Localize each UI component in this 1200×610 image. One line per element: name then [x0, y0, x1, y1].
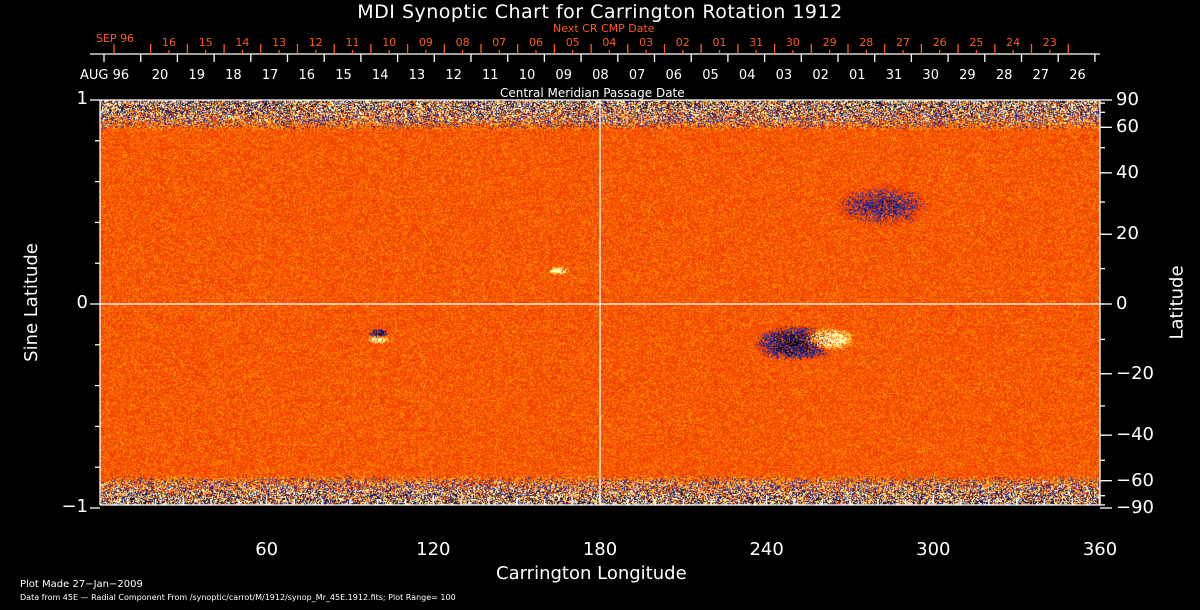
y-right-tick-label: 40	[1116, 161, 1139, 183]
y-right-tick-label: 90	[1116, 89, 1139, 110]
y-left-tick-label: −1	[61, 496, 88, 517]
next-cmp-date-label: 26	[932, 36, 947, 49]
cmp-date-label: 06	[665, 68, 683, 83]
next-cmp-date-label: 10	[382, 36, 397, 49]
y-left-tick-label: 0	[76, 292, 88, 313]
y-right-tick-label: −90	[1116, 497, 1154, 518]
x-tick-label: 180	[582, 539, 618, 560]
next-cmp-date-label: 24	[1006, 36, 1021, 49]
next-cmp-date-label: 09	[418, 36, 433, 49]
cmp-date-label: 31	[885, 68, 903, 83]
cmp-date-label: 12	[445, 68, 462, 83]
x-tick-label: 240	[749, 539, 784, 560]
cmp-date-label: 05	[702, 68, 719, 83]
cmp-date-label: 04	[738, 68, 756, 83]
next-cmp-date-label: 12	[308, 36, 323, 49]
next-cmp-date-label: 03	[639, 36, 654, 49]
data-source: Data from 45E — Radial Component From /s…	[20, 593, 456, 602]
next-cmp-date-label: 28	[859, 36, 874, 49]
y-right-tick-label: 60	[1116, 116, 1139, 138]
y-right-tick-label: 0	[1116, 293, 1128, 314]
next-cmp-date-label: 15	[198, 36, 213, 49]
cmp-date-label: 18	[225, 68, 242, 83]
cmp-axis-label: Central Meridian Passage Date	[500, 86, 685, 100]
next-cmp-date-label: 14	[235, 36, 250, 49]
cmp-date-label: 19	[188, 68, 205, 83]
next-cmp-date-label: 29	[822, 36, 837, 49]
y-left-tick-label: 1	[76, 88, 88, 109]
cmp-date-label: 02	[812, 68, 829, 83]
cmp-date-label: 20	[151, 68, 169, 83]
next-cmp-date-label: 02	[675, 36, 690, 49]
x-axis-title: Carrington Longitude	[496, 563, 687, 584]
next-cmp-date-label: 25	[969, 36, 984, 49]
next-cmp-date-label: 16	[162, 36, 176, 49]
y-right-tick-label: −60	[1116, 469, 1154, 491]
cmp-date-label: 03	[775, 68, 793, 83]
x-tick-label: 360	[1082, 539, 1118, 560]
cmp-date-label: 26	[1069, 68, 1086, 83]
y-axis-right-title: Latitude	[1166, 265, 1188, 340]
next-cmp-date-label: 04	[602, 36, 617, 49]
cmp-month: AUG 96	[80, 68, 130, 83]
next-cmp-date-label: 31	[749, 36, 764, 49]
cmp-date-label: 30	[922, 68, 939, 83]
y-axis-left-title: Sine Latitude	[20, 243, 42, 362]
next-cmp-date-label: 30	[785, 36, 800, 49]
next-cmp-date-label: 08	[455, 36, 470, 49]
next-cmp-date-label: 27	[896, 36, 910, 49]
next-cmp-axis-label: Next CR CMP Date	[553, 22, 655, 35]
next-cmp-date-label: 05	[565, 36, 580, 49]
cmp-date-label: 17	[261, 68, 279, 83]
y-right-tick-label: −20	[1116, 362, 1154, 384]
cmp-date-label: 28	[995, 68, 1013, 83]
cmp-date-label: 09	[555, 68, 572, 83]
cmp-date-label: 11	[482, 68, 499, 83]
y-right-tick-label: 20	[1116, 223, 1139, 245]
chart-title: MDI Synoptic Chart for Carrington Rotati…	[357, 1, 843, 23]
next-cmp-date-label: 23	[1042, 36, 1057, 49]
cmp-date-label: 14	[371, 68, 389, 83]
cmp-date-label: 16	[298, 68, 316, 83]
cmp-date-label: 08	[592, 68, 609, 83]
cmp-date-label: 01	[849, 68, 866, 83]
next-cmp-date-label: 11	[345, 36, 360, 49]
x-tick-label: 300	[916, 539, 951, 560]
plot-made: Plot Made 27−Jan−2009	[20, 579, 143, 590]
cmp-date-label: 27	[1032, 68, 1050, 83]
next-cmp-month: SEP 96	[96, 32, 135, 45]
x-tick-label: 60	[255, 539, 279, 560]
cmp-date-label: 13	[408, 68, 426, 83]
next-cmp-date-label: 01	[712, 36, 727, 49]
cmp-date-label: 29	[959, 68, 976, 83]
cmp-date-label: 15	[335, 68, 352, 83]
cmp-date-label: 10	[518, 68, 536, 83]
x-tick-label: 120	[416, 539, 451, 560]
y-right-tick-label: −40	[1116, 424, 1154, 446]
next-cmp-date-label: 06	[529, 36, 543, 49]
next-cmp-date-label: 13	[272, 36, 287, 49]
next-cmp-date-label: 07	[492, 36, 507, 49]
cmp-date-label: 07	[628, 68, 646, 83]
